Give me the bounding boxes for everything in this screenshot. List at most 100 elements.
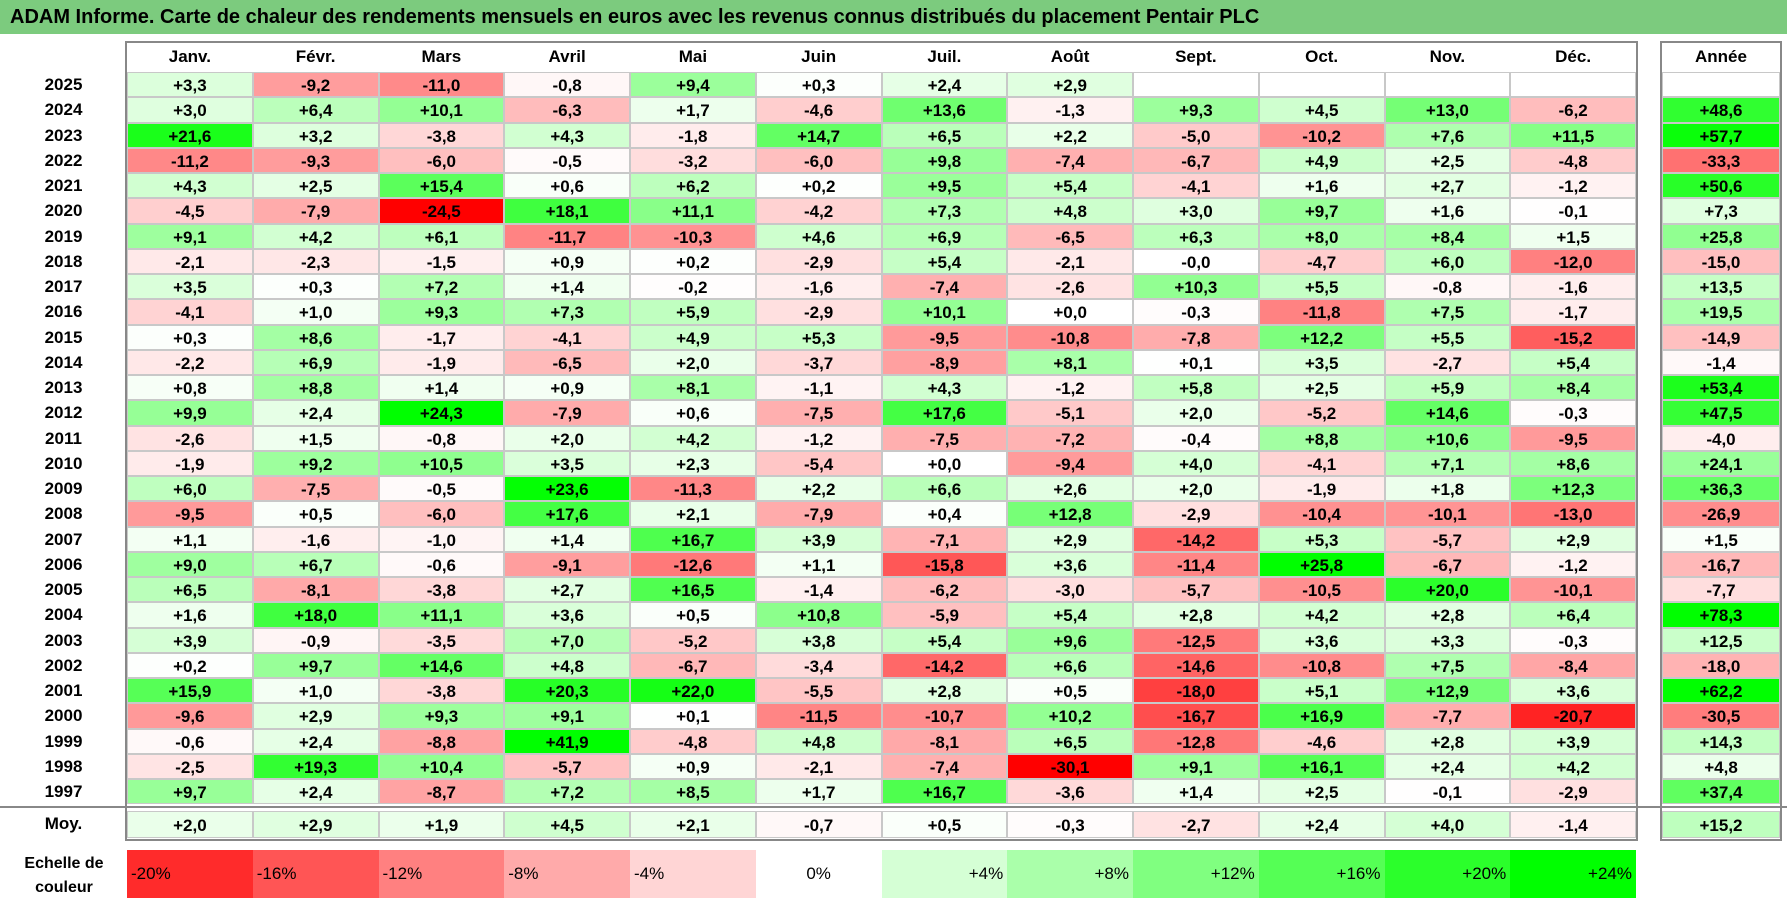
heatmap-cell: -3,0 — [1007, 577, 1133, 603]
heatmap-cell: +7,0 — [504, 627, 630, 653]
heatmap-cell: +2,2 — [1007, 122, 1133, 148]
heatmap-cell: -2,6 — [127, 425, 253, 451]
heatmap-cell: +0,5 — [630, 602, 756, 628]
heatmap-cell: -7,5 — [755, 400, 882, 426]
heatmap-cell: +16,1 — [1258, 753, 1385, 779]
heatmap-cell: -3,8 — [378, 122, 505, 148]
heatmap-cell: +1,4 — [504, 526, 630, 552]
heatmap-cell: -5,2 — [1258, 400, 1385, 426]
column-header: Févr. — [295, 47, 336, 66]
heatmap-cell: +3,9 — [127, 627, 253, 653]
heatmap-cell: -0,5 — [378, 476, 505, 502]
heatmap-cell: +6,4 — [1510, 602, 1636, 628]
heatmap-cell: +9,1 — [127, 223, 253, 249]
heatmap-cell: +2,2 — [755, 476, 882, 502]
heatmap-cell: +16,7 — [881, 779, 1008, 805]
year-total-cell: +36,3 — [1662, 476, 1780, 502]
heatmap-cell: +7,2 — [378, 274, 505, 300]
heatmap-cell: +0,5 — [1007, 678, 1133, 704]
column-header: Août — [1050, 47, 1090, 66]
column-header: Oct. — [1305, 47, 1339, 66]
average-separator — [0, 806, 1787, 809]
heatmap-cell: -4,2 — [755, 198, 882, 224]
heatmap-cell: +17,6 — [881, 400, 1008, 426]
heatmap-cell: -30,1 — [1007, 753, 1133, 779]
row-year-label: 2019 — [44, 226, 83, 246]
scale-swatch: -4% — [630, 850, 756, 898]
heatmap-cell: +0,0 — [1007, 299, 1133, 325]
heatmap-cell: +9,2 — [252, 450, 379, 476]
heatmap-cell: -9,6 — [127, 703, 253, 729]
heatmap-cell — [1384, 72, 1511, 98]
heatmap-cell: +12,2 — [1258, 324, 1385, 350]
year-total-cell: +14,3 — [1662, 728, 1780, 754]
average-cell: +2,1 — [630, 811, 756, 839]
year-total-cell: +78,3 — [1662, 602, 1780, 628]
heatmap-cell: +6,9 — [252, 349, 379, 375]
heatmap-cell: -2,1 — [755, 753, 882, 779]
heatmap-cell: -0,6 — [378, 551, 505, 577]
heatmap-cell: -1,2 — [1007, 375, 1133, 401]
row-year-label: 2008 — [44, 504, 83, 524]
scale-swatch: 0% — [755, 850, 882, 898]
average-cell: +4,5 — [504, 811, 630, 839]
heatmap-cell: -2,7 — [1384, 349, 1511, 375]
heatmap-cell: +7,1 — [1384, 450, 1511, 476]
heatmap-cell: +1,0 — [252, 299, 379, 325]
heatmap-cell: +8,6 — [252, 324, 379, 350]
heatmap-cell: -12,8 — [1133, 728, 1259, 754]
heatmap-cell: +6,1 — [378, 223, 505, 249]
heatmap-cell: -10,1 — [1384, 501, 1511, 527]
heatmap-cell: +9,3 — [378, 299, 505, 325]
heatmap-cell: +4,9 — [630, 324, 756, 350]
heatmap-cell: +17,6 — [504, 501, 630, 527]
heatmap-cell: -0,6 — [127, 728, 253, 754]
heatmap-cell: +9,7 — [1258, 198, 1385, 224]
row-year-label: 2012 — [44, 403, 83, 423]
heatmap-cell: +11,5 — [1510, 122, 1636, 148]
heatmap-cell: -14,2 — [1133, 526, 1259, 552]
year-total-cell: -26,9 — [1662, 501, 1780, 527]
heatmap-cell: +2,0 — [504, 425, 630, 451]
heatmap-cell: -0,8 — [378, 425, 505, 451]
row-year-label: 2005 — [44, 580, 83, 599]
row-year-label: 2023 — [44, 125, 83, 145]
heatmap-cell: -3,5 — [378, 627, 505, 653]
heatmap-cell: +15,9 — [127, 678, 253, 704]
heatmap-cell: +2,0 — [1133, 400, 1259, 426]
heatmap-cell: +11,1 — [630, 198, 756, 224]
heatmap-cell: +8,0 — [1258, 223, 1385, 249]
heatmap-cell: +7,3 — [504, 299, 630, 325]
heatmap-cell: +9,4 — [630, 72, 756, 98]
year-total-cell: +24,1 — [1662, 450, 1780, 476]
heatmap-cell: -9,1 — [504, 551, 630, 577]
heatmap-cell: -9,5 — [881, 324, 1008, 350]
heatmap-cell: -7,7 — [1384, 703, 1511, 729]
heatmap-cell: +2,4 — [1384, 753, 1511, 779]
heatmap-cell: -5,4 — [755, 450, 882, 476]
heatmap-cell: +5,9 — [630, 299, 756, 325]
heatmap-cell: +10,1 — [881, 299, 1008, 325]
row-year-label: 2024 — [44, 100, 83, 120]
heatmap-cell: -3,7 — [755, 349, 882, 375]
heatmap-cell: +0,2 — [630, 248, 756, 274]
row-year-label: 2021 — [44, 176, 83, 195]
heatmap-cell: -10,1 — [1510, 577, 1636, 603]
heatmap-cell: +1,7 — [755, 779, 882, 805]
heatmap-cell: +0,8 — [127, 375, 253, 401]
heatmap-cell: +0,1 — [1133, 349, 1259, 375]
heatmap-cell: +9,6 — [1007, 627, 1133, 653]
heatmap-cell: -4,7 — [1258, 248, 1385, 274]
heatmap-cell: -6,7 — [1133, 147, 1259, 173]
heatmap-cell: +3,3 — [1384, 627, 1511, 653]
heatmap-cell: +3,0 — [127, 97, 253, 123]
heatmap-cell: -5,2 — [630, 627, 756, 653]
heatmap-cell: +18,0 — [252, 602, 379, 628]
heatmap-cell: -7,9 — [504, 400, 630, 426]
heatmap-cell: +1,8 — [1384, 476, 1511, 502]
heatmap-cell: +10,2 — [1007, 703, 1133, 729]
column-header: Avril — [548, 47, 586, 66]
heatmap-cell: +2,4 — [252, 779, 379, 805]
heatmap-cell: +4,0 — [1133, 450, 1259, 476]
heatmap-cell: +2,7 — [504, 577, 630, 603]
